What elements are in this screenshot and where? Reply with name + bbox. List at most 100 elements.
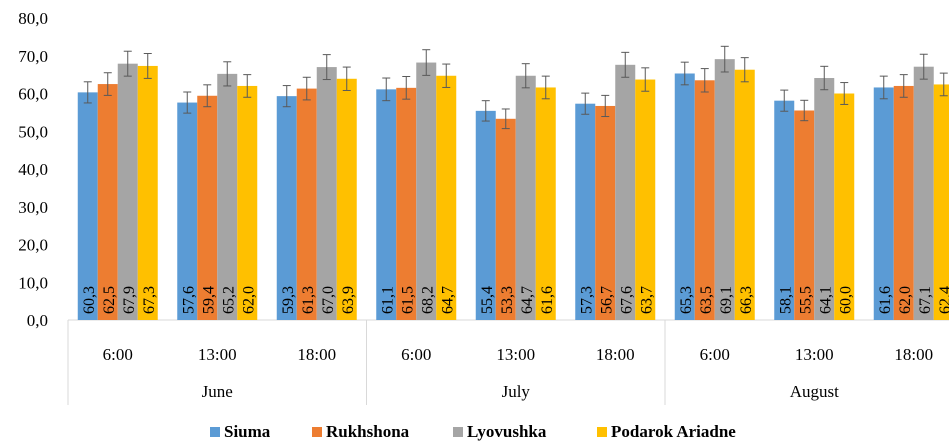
- x-group-label: June: [202, 382, 233, 401]
- bar-podarok-ariadne: [237, 85, 258, 320]
- y-tick-label: 10,0: [18, 273, 48, 292]
- bar-lyovushka: [515, 75, 536, 320]
- x-category-label: 13:00: [795, 345, 834, 364]
- data-label: 61,5: [399, 286, 416, 314]
- legend-label: Siuma: [224, 422, 271, 441]
- y-tick-label: 0,0: [27, 311, 48, 330]
- data-label: 63,5: [698, 286, 715, 314]
- bar-rukhshona: [595, 105, 616, 321]
- bar-podarok-ariadne: [137, 65, 158, 320]
- bar-podarok-ariadne: [933, 84, 949, 320]
- bar-podarok-ariadne: [535, 87, 556, 321]
- legend-swatch: [312, 427, 322, 437]
- bar-podarok-ariadne: [336, 78, 357, 320]
- data-label: 65,2: [220, 286, 237, 314]
- bar-siuma: [475, 110, 496, 321]
- legend-label: Lyovushka: [467, 422, 547, 441]
- bar-lyovushka: [615, 64, 636, 320]
- legend-swatch: [597, 427, 607, 437]
- bar-siuma: [774, 100, 795, 320]
- y-tick-label: 50,0: [18, 122, 48, 141]
- bar-siuma: [873, 87, 894, 321]
- bar-siuma: [575, 103, 596, 320]
- data-label: 59,4: [200, 286, 217, 314]
- bar-rukhshona: [97, 84, 118, 320]
- data-label: 61,3: [300, 286, 317, 314]
- x-category-label: 6:00: [103, 345, 133, 364]
- bar-podarok-ariadne: [734, 69, 755, 320]
- data-label: 56,7: [598, 286, 615, 314]
- bar-lyovushka: [714, 59, 735, 321]
- bar-siuma: [674, 73, 695, 321]
- bar-lyovushka: [814, 78, 835, 321]
- bar-podarok-ariadne: [834, 93, 855, 320]
- y-tick-label: 30,0: [18, 198, 48, 217]
- bar-siuma: [177, 102, 198, 320]
- bar-rukhshona: [197, 95, 218, 320]
- data-label: 60,0: [837, 286, 854, 314]
- data-label: 58,1: [777, 286, 794, 314]
- data-label: 66,3: [738, 286, 755, 314]
- data-label: 60,3: [81, 286, 98, 314]
- data-label: 63,9: [340, 286, 357, 314]
- bar-podarok-ariadne: [436, 75, 457, 320]
- y-tick-label: 20,0: [18, 236, 48, 255]
- legend-swatch: [210, 427, 220, 437]
- bar-rukhshona: [296, 88, 317, 320]
- y-tick-label: 80,0: [18, 9, 48, 28]
- x-category-label: 6:00: [401, 345, 431, 364]
- data-label: 61,6: [539, 286, 556, 314]
- y-tick-label: 60,0: [18, 85, 48, 104]
- y-tick-label: 70,0: [18, 47, 48, 66]
- data-label: 67,3: [141, 286, 158, 314]
- x-group-label: August: [790, 382, 839, 401]
- bar-rukhshona: [794, 110, 815, 320]
- data-label: 67,9: [121, 286, 138, 314]
- data-label: 65,3: [678, 286, 695, 314]
- bar-siuma: [276, 96, 297, 320]
- bar-rukhshona: [694, 80, 715, 320]
- bar-lyovushka: [913, 66, 934, 320]
- data-label: 64,7: [439, 286, 456, 314]
- x-category-label: 13:00: [496, 345, 535, 364]
- data-label: 64,1: [817, 286, 834, 314]
- data-label: 69,1: [718, 286, 735, 314]
- data-label: 62,5: [101, 286, 118, 314]
- x-category-label: 18:00: [297, 345, 336, 364]
- x-category-label: 18:00: [894, 345, 933, 364]
- legend-label: Podarok Ariadne: [611, 422, 736, 441]
- data-label: 57,6: [180, 286, 197, 314]
- data-label: 67,1: [917, 286, 934, 314]
- data-label: 57,3: [578, 286, 595, 314]
- bar-rukhshona: [893, 85, 914, 320]
- data-label: 55,5: [797, 286, 814, 314]
- data-label: 64,7: [519, 286, 536, 314]
- legend-swatch: [453, 427, 463, 437]
- bar-rukhshona: [396, 87, 417, 321]
- data-label: 67,0: [320, 286, 337, 314]
- data-label: 55,4: [479, 286, 496, 314]
- x-category-label: 18:00: [596, 345, 635, 364]
- bar-siuma: [77, 92, 98, 321]
- data-label: 62,0: [240, 286, 257, 314]
- data-label: 63,7: [638, 286, 655, 314]
- data-label: 68,2: [419, 286, 436, 314]
- data-label: 62,0: [897, 286, 914, 314]
- x-category-label: 13:00: [198, 345, 237, 364]
- data-label: 59,3: [280, 286, 297, 314]
- y-tick-label: 40,0: [18, 160, 48, 179]
- data-label: 62,4: [937, 286, 949, 314]
- bar-podarok-ariadne: [635, 79, 656, 320]
- data-label: 67,6: [618, 286, 635, 314]
- x-category-label: 6:00: [700, 345, 730, 364]
- bar-lyovushka: [416, 62, 437, 321]
- data-label: 61,6: [877, 286, 894, 314]
- bar-lyovushka: [316, 67, 337, 320]
- data-label: 61,1: [379, 286, 396, 314]
- bar-lyovushka: [117, 63, 138, 321]
- x-group-label: July: [502, 382, 531, 401]
- legend-label: Rukhshona: [326, 422, 410, 441]
- bar-lyovushka: [217, 73, 238, 321]
